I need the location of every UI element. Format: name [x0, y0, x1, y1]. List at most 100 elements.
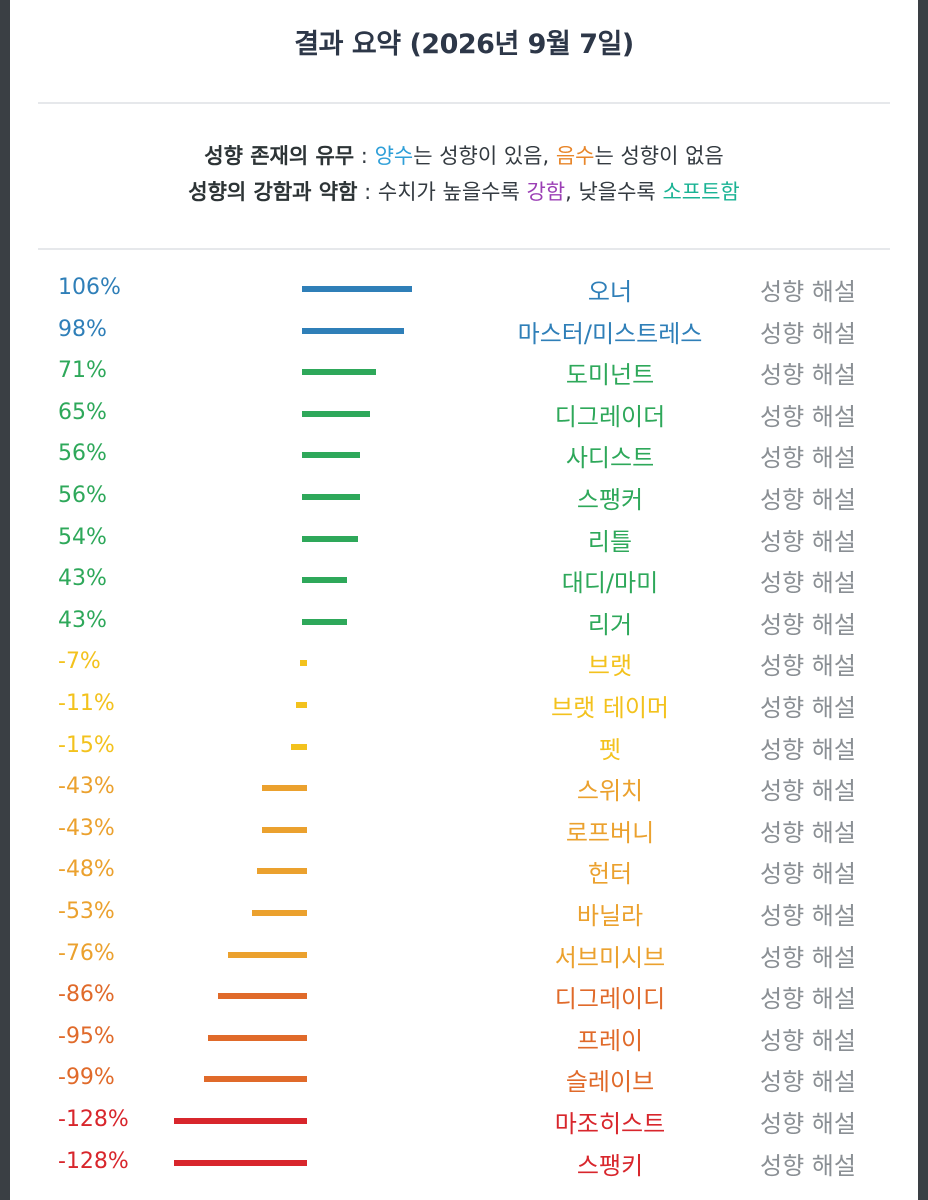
value-label: 71%: [58, 358, 107, 384]
legend-strength-mid: , 낮을수록: [565, 180, 663, 204]
value-label: -48%: [58, 857, 115, 883]
value-bar: [262, 785, 307, 792]
value-bar: [302, 618, 347, 625]
category-label: 스팽키: [576, 1151, 644, 1180]
category-label: 브랫: [587, 652, 633, 681]
category-label: 헌터: [587, 860, 633, 889]
category-label: 리거: [587, 610, 633, 639]
legend-strength: 성향의 강함과 약함 : 수치가 높을수록 강함, 낮을수록 소프트함: [10, 176, 918, 206]
result-row: -128% 마조히스트 성향 해설: [10, 1105, 918, 1145]
value-bar: [291, 743, 307, 750]
explain-link[interactable]: 성향 해설: [760, 777, 856, 806]
explain-link[interactable]: 성향 해설: [760, 444, 856, 473]
result-row: -95% 프레이 성향 해설: [10, 1022, 918, 1062]
value-label: -43%: [58, 815, 115, 841]
result-row: 65% 디그레이더 성향 해설: [10, 398, 918, 438]
result-row: -43% 스위치 성향 해설: [10, 772, 918, 812]
value-label: -15%: [58, 732, 115, 758]
result-row: -11% 브랫 테이머 성향 해설: [10, 689, 918, 729]
explain-link[interactable]: 성향 해설: [760, 319, 856, 348]
value-bar: [173, 1159, 307, 1166]
explain-link[interactable]: 성향 해설: [760, 527, 856, 556]
value-bar: [299, 660, 307, 667]
right-border: [918, 0, 928, 1200]
explain-link[interactable]: 성향 해설: [760, 985, 856, 1014]
explain-link[interactable]: 성향 해설: [760, 610, 856, 639]
category-label: 사디스트: [565, 444, 655, 473]
value-bar: [302, 535, 359, 542]
value-label: -95%: [58, 1023, 115, 1049]
result-row: 43% 대디/마미 성향 해설: [10, 564, 918, 604]
result-row: -53% 바닐라 성향 해설: [10, 897, 918, 937]
category-label: 대디/마미: [561, 569, 659, 598]
value-label: 43%: [58, 607, 107, 633]
category-label: 리틀: [587, 527, 633, 556]
explain-link[interactable]: 성향 해설: [760, 1068, 856, 1097]
value-label: -99%: [58, 1065, 115, 1091]
left-border: [0, 0, 10, 1200]
explain-link[interactable]: 성향 해설: [760, 902, 856, 930]
explain-link[interactable]: 성향 해설: [760, 694, 856, 722]
value-label: -43%: [58, 774, 115, 800]
explain-link[interactable]: 성향 해설: [760, 569, 856, 598]
value-bar: [208, 1034, 307, 1041]
value-label: -86%: [58, 982, 115, 1008]
divider-top: [38, 102, 890, 104]
value-bar: [302, 452, 361, 459]
result-row: -86% 디그레이디 성향 해설: [10, 980, 918, 1020]
explain-link[interactable]: 성향 해설: [760, 818, 856, 847]
result-row: 106% 오너 성향 해설: [10, 273, 918, 313]
legend-strength-sep: : 수치가 높을수록: [357, 180, 527, 204]
value-bar: [217, 993, 307, 1000]
value-bar: [302, 369, 376, 376]
value-bar: [262, 826, 307, 833]
explain-link[interactable]: 성향 해설: [760, 1151, 856, 1180]
page-title: 결과 요약 (2026년 9월 7일): [294, 29, 634, 60]
value-label: 98%: [58, 316, 107, 342]
value-bar: [251, 910, 307, 916]
explain-link[interactable]: 성향 해설: [760, 943, 856, 972]
category-label: 브랫 테이머: [550, 694, 670, 722]
result-row: -99% 슬레이브 성향 해설: [10, 1063, 918, 1103]
explain-link[interactable]: 성향 해설: [760, 735, 856, 764]
result-row: -128% 스팽키 성향 해설: [10, 1147, 918, 1187]
category-label: 스팽커: [576, 486, 644, 514]
divider-bottom: [38, 248, 890, 250]
explain-link[interactable]: 성향 해설: [760, 278, 856, 306]
category-label: 서브미시브: [554, 943, 666, 972]
explain-link[interactable]: 성향 해설: [760, 486, 856, 514]
explain-link[interactable]: 성향 해설: [760, 402, 856, 431]
result-row: -76% 서브미시브 성향 해설: [10, 939, 918, 979]
value-bar: [302, 286, 413, 292]
category-label: 스위치: [576, 777, 644, 806]
value-label: -128%: [58, 1148, 129, 1174]
value-label: -76%: [58, 940, 115, 966]
value-bar: [204, 1076, 307, 1083]
explain-link[interactable]: 성향 해설: [760, 1026, 856, 1055]
explain-link[interactable]: 성향 해설: [760, 860, 856, 889]
explain-link[interactable]: 성향 해설: [760, 361, 856, 390]
category-label: 펫: [598, 735, 622, 764]
value-bar: [302, 494, 361, 500]
result-row: 56% 사디스트 성향 해설: [10, 439, 918, 479]
legend-strong-word: 강함: [526, 180, 566, 204]
category-label: 프레이: [576, 1026, 644, 1055]
value-bar: [302, 410, 370, 417]
result-row: 43% 리거 성향 해설: [10, 606, 918, 646]
explain-link[interactable]: 성향 해설: [760, 652, 856, 681]
value-label: 43%: [58, 566, 107, 592]
value-label: 54%: [58, 524, 107, 550]
value-label: -53%: [58, 899, 115, 924]
value-bar: [173, 1118, 307, 1124]
result-row: 54% 리틀 성향 해설: [10, 523, 918, 563]
value-label: -11%: [58, 691, 115, 716]
category-label: 로프버니: [565, 818, 655, 847]
legend-existence: 성향 존재의 유무 : 양수는 성향이 있음, 음수는 성향이 없음: [10, 140, 918, 170]
result-row: -7% 브랫 성향 해설: [10, 647, 918, 687]
value-label: 65%: [58, 399, 107, 425]
explain-link[interactable]: 성향 해설: [760, 1110, 856, 1138]
category-label: 마조히스트: [554, 1110, 666, 1138]
value-bar: [302, 327, 404, 334]
value-label: -7%: [58, 649, 101, 675]
legend-existence-label: 성향 존재의 유무: [204, 144, 355, 168]
